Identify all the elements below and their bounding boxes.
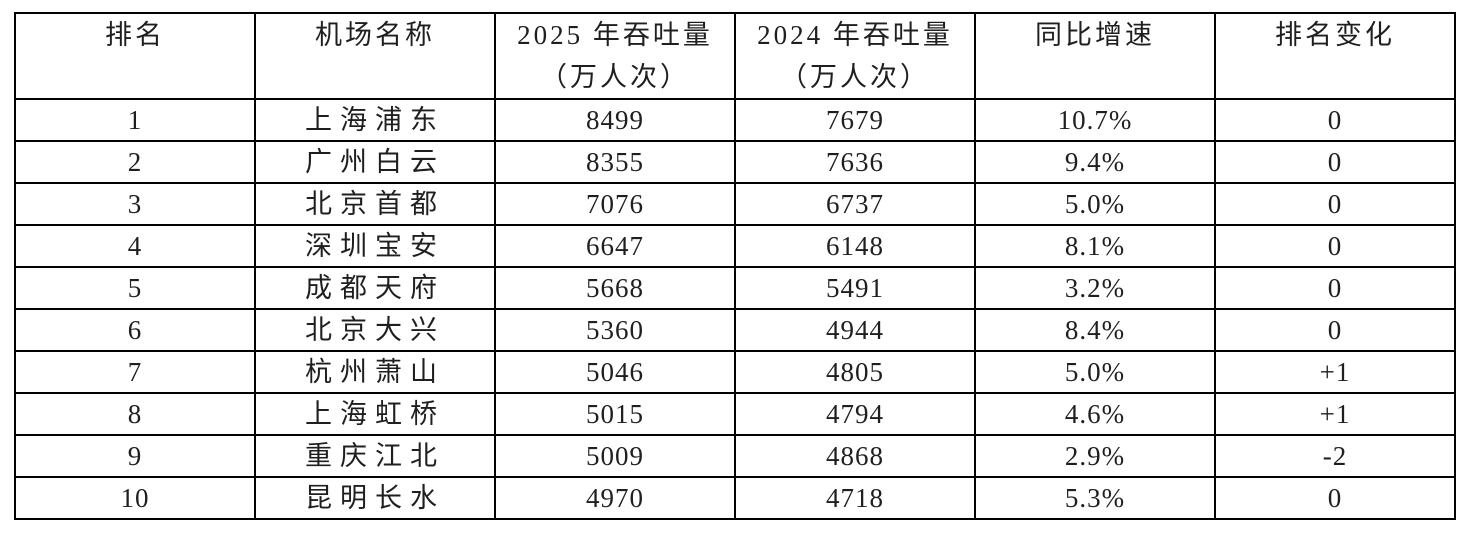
cell-airport: 成都天府 [254,266,496,310]
cell-t2024: 4718 [734,476,976,520]
table-row: 4 深圳宝安 6647 6148 8.1% 0 [14,224,1456,268]
header-cell-airport: 机场名称 [254,12,496,100]
cell-rank_change: -2 [1214,434,1456,478]
cell-rank: 10 [14,476,256,520]
cell-t2024: 6148 [734,224,976,268]
cell-airport: 上海浦东 [254,98,496,142]
cell-yoy: 3.2% [974,266,1216,310]
cell-airport: 北京大兴 [254,308,496,352]
header-cell-rank_change: 排名变化 [1214,12,1456,100]
header-cell-yoy: 同比增速 [974,12,1216,100]
cell-rank: 3 [14,182,256,226]
cell-t2025: 5009 [494,434,736,478]
table-row: 1 上海浦东 8499 7679 10.7% 0 [14,98,1456,142]
table-row: 6 北京大兴 5360 4944 8.4% 0 [14,308,1456,352]
table-row: 10 昆明长水 4970 4718 5.3% 0 [14,476,1456,520]
cell-rank: 5 [14,266,256,310]
cell-rank: 4 [14,224,256,268]
header-cell-t2025: 2025 年吞吐量 （万人次） [494,12,736,100]
cell-t2025: 8355 [494,140,736,184]
cell-rank: 1 [14,98,256,142]
cell-t2025: 7076 [494,182,736,226]
cell-rank_change: 0 [1214,98,1456,142]
cell-rank_change: 0 [1214,308,1456,352]
cell-airport: 上海虹桥 [254,392,496,436]
cell-yoy: 5.0% [974,182,1216,226]
cell-rank: 6 [14,308,256,352]
cell-t2024: 6737 [734,182,976,226]
cell-rank: 9 [14,434,256,478]
cell-t2024: 7636 [734,140,976,184]
cell-t2024: 5491 [734,266,976,310]
header-cell-rank: 排名 [14,12,256,100]
cell-airport: 杭州萧山 [254,350,496,394]
table-header: 排名 机场名称 2025 年吞吐量 （万人次） 2024 年吞吐量 （万人次） 同比增速… [14,12,1456,100]
cell-rank: 7 [14,350,256,394]
cell-yoy: 5.3% [974,476,1216,520]
cell-yoy: 5.0% [974,350,1216,394]
header-cell-t2024: 2024 年吞吐量 （万人次） [734,12,976,100]
cell-yoy: 8.1% [974,224,1216,268]
cell-rank_change: +1 [1214,350,1456,394]
cell-yoy: 2.9% [974,434,1216,478]
cell-yoy: 9.4% [974,140,1216,184]
table-row: 9 重庆江北 5009 4868 2.9% -2 [14,434,1456,478]
cell-t2025: 5046 [494,350,736,394]
airport-ranking-table: 排名 机场名称 2025 年吞吐量 （万人次） 2024 年吞吐量 （万人次） 同比增速… [14,12,1456,520]
cell-rank: 2 [14,140,256,184]
table-row: 2 广州白云 8355 7636 9.4% 0 [14,140,1456,184]
cell-rank: 8 [14,392,256,436]
cell-t2024: 7679 [734,98,976,142]
cell-rank_change: 0 [1214,140,1456,184]
cell-rank_change: +1 [1214,392,1456,436]
cell-t2025: 6647 [494,224,736,268]
cell-rank_change: 0 [1214,266,1456,310]
table-row: 5 成都天府 5668 5491 3.2% 0 [14,266,1456,310]
cell-rank_change: 0 [1214,476,1456,520]
cell-yoy: 4.6% [974,392,1216,436]
cell-t2024: 4868 [734,434,976,478]
cell-t2024: 4794 [734,392,976,436]
cell-t2025: 5360 [494,308,736,352]
header-row: 排名 机场名称 2025 年吞吐量 （万人次） 2024 年吞吐量 （万人次） 同比增速… [14,12,1456,100]
cell-airport: 昆明长水 [254,476,496,520]
cell-yoy: 8.4% [974,308,1216,352]
table-body: 1 上海浦东 8499 7679 10.7% 0 2 广州白云 8355 7636 9.4% 0 3 北京… [14,98,1456,520]
cell-t2025: 4970 [494,476,736,520]
cell-t2025: 5015 [494,392,736,436]
cell-airport: 北京首都 [254,182,496,226]
cell-airport: 广州白云 [254,140,496,184]
table-row: 7 杭州萧山 5046 4805 5.0% +1 [14,350,1456,394]
cell-t2025: 5668 [494,266,736,310]
cell-t2024: 4944 [734,308,976,352]
cell-t2024: 4805 [734,350,976,394]
table-row: 8 上海虹桥 5015 4794 4.6% +1 [14,392,1456,436]
cell-t2025: 8499 [494,98,736,142]
airport-ranking-table-container: 排名 机场名称 2025 年吞吐量 （万人次） 2024 年吞吐量 （万人次） 同比增速… [14,12,1456,520]
cell-rank_change: 0 [1214,182,1456,226]
cell-rank_change: 0 [1214,224,1456,268]
cell-airport: 重庆江北 [254,434,496,478]
cell-airport: 深圳宝安 [254,224,496,268]
table-row: 3 北京首都 7076 6737 5.0% 0 [14,182,1456,226]
cell-yoy: 10.7% [974,98,1216,142]
